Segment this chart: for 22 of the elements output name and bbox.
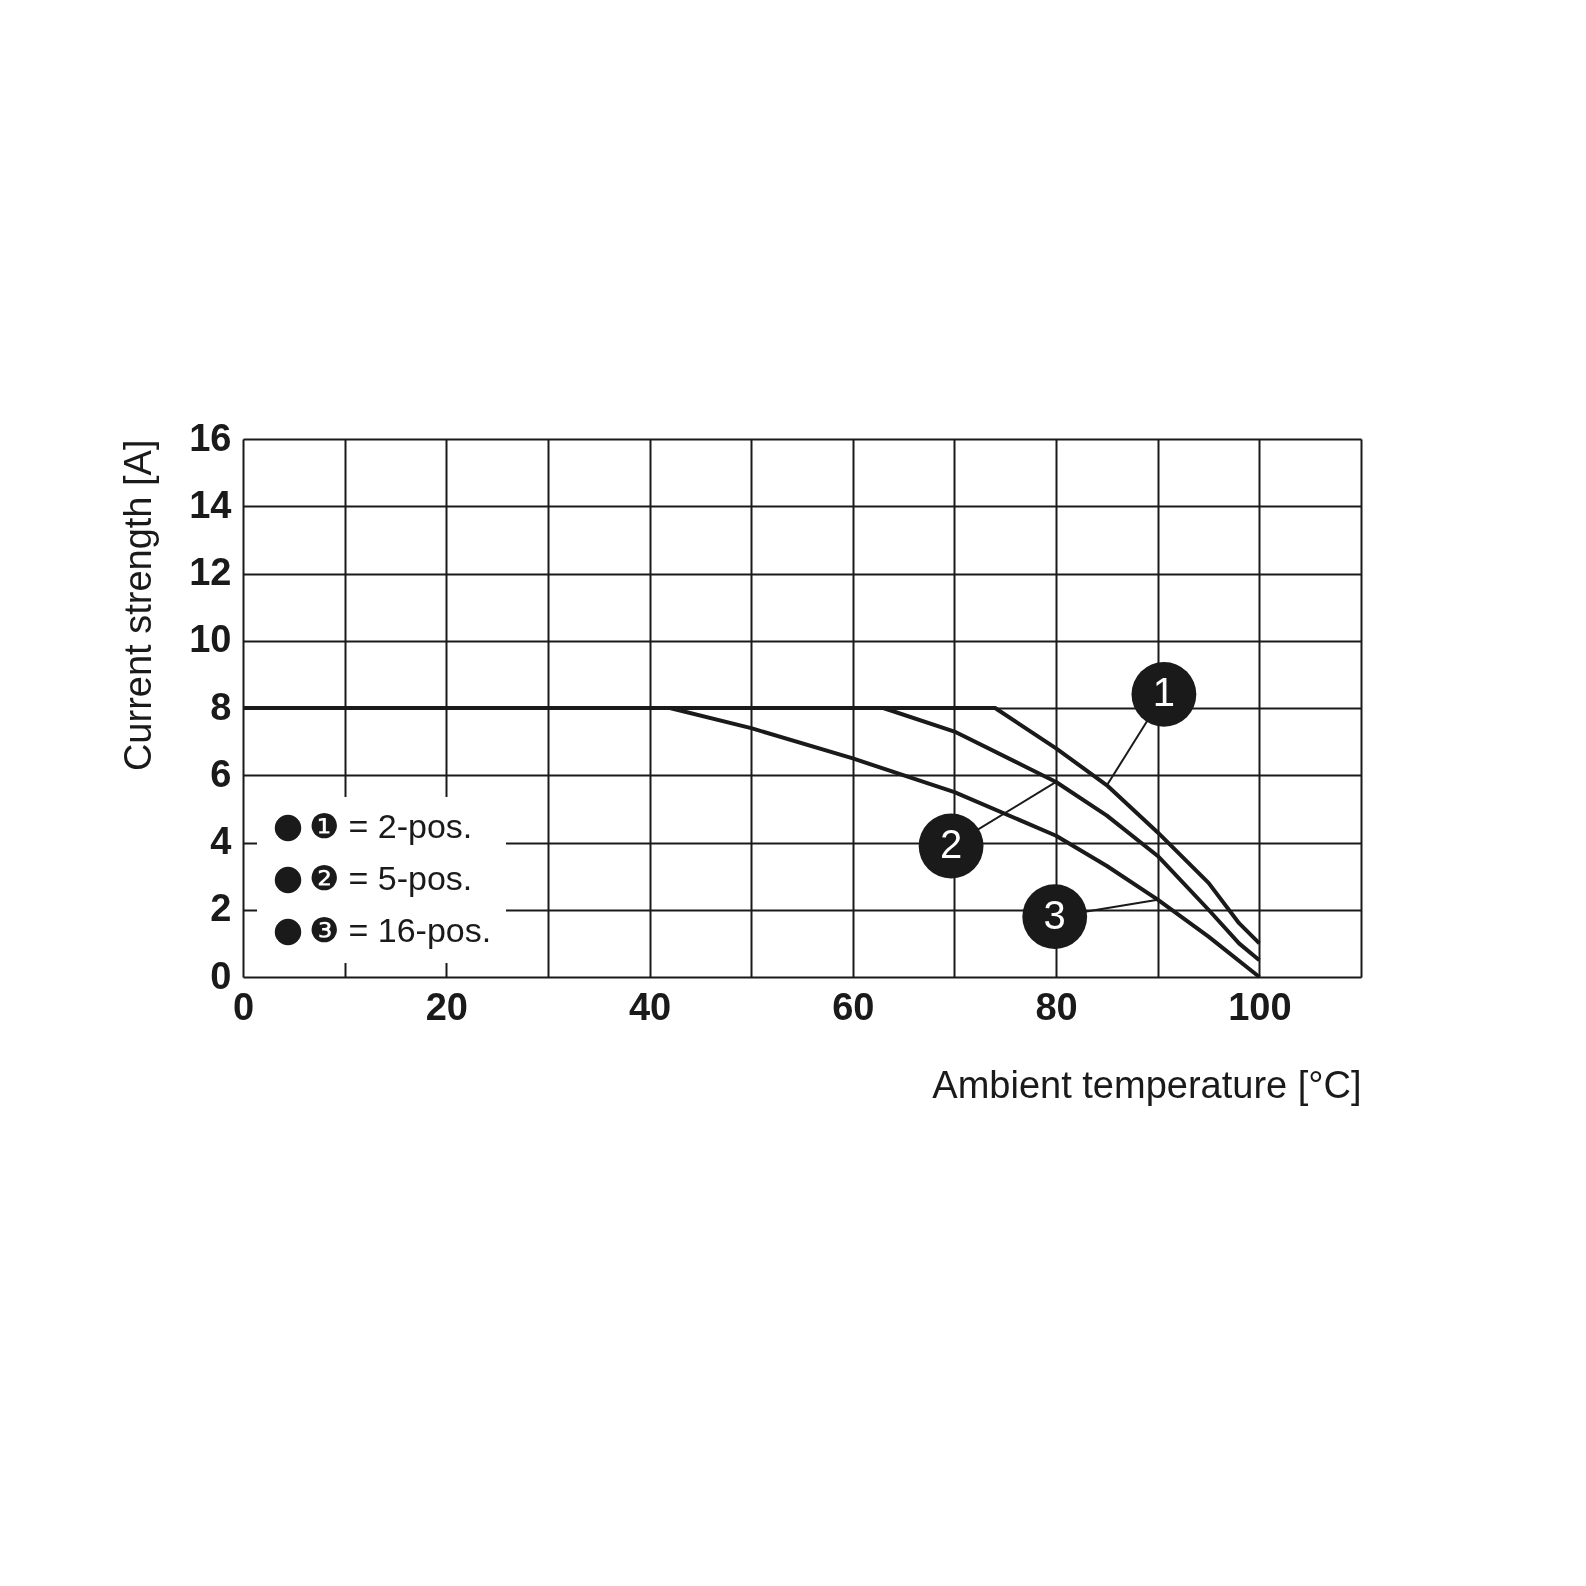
y-tick-label: 16 (189, 416, 232, 459)
annotation: 3 (1043, 892, 1066, 937)
legend-label: ❶ = 2-pos. (309, 807, 473, 845)
y-tick-label: 8 (210, 685, 232, 728)
y-tick-label: 10 (189, 618, 232, 661)
x-tick-label: 20 (425, 985, 468, 1028)
legend-label: ❸ = 16-pos. (309, 911, 492, 949)
y-tick-label: 6 (210, 752, 232, 795)
x-axis-title: Ambient temperature [°C] (932, 1063, 1362, 1106)
x-tick-label: 60 (832, 985, 875, 1028)
y-tick-label: 0 (210, 954, 232, 997)
legend-label: ❷ = 5-pos. (309, 859, 473, 897)
y-axis-title: Current strength [A] (117, 439, 160, 772)
annotation: 1 (1152, 670, 1176, 715)
y-tick-label: 2 (210, 887, 232, 930)
y-tick-label: 4 (210, 820, 232, 862)
x-tick-label: 80 (1035, 985, 1078, 1028)
y-tick-label: 14 (189, 483, 232, 526)
y-tick-label: 12 (189, 551, 232, 593)
annotation: 2 (939, 821, 963, 866)
x-tick-label: 100 (1228, 985, 1292, 1028)
x-tick-label: 40 (628, 985, 672, 1028)
